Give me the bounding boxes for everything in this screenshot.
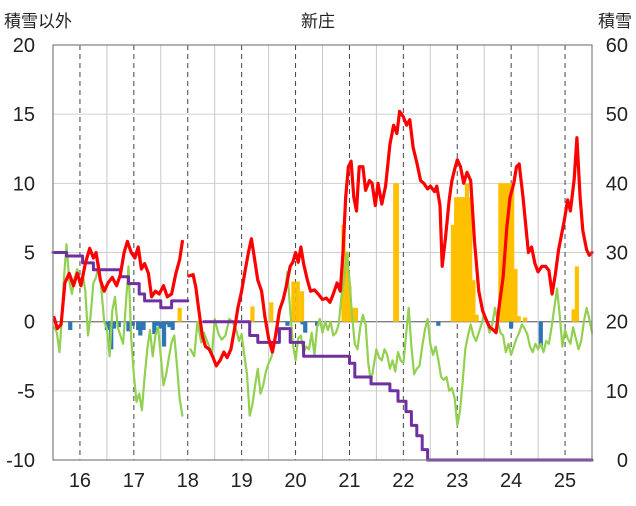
bar [459, 197, 464, 322]
x-tick-label: 25 [554, 470, 576, 492]
series-line [187, 109, 594, 368]
bar [161, 321, 167, 347]
bar [468, 197, 473, 322]
plot-frame [52, 44, 593, 461]
x-tick-label: 19 [231, 470, 253, 492]
bar [167, 321, 172, 328]
y-tick-label-left: 0 [24, 312, 35, 334]
bar [523, 317, 528, 322]
bar [269, 302, 274, 322]
bar [299, 291, 305, 322]
bar [454, 197, 459, 322]
y-tick-label-left: 15 [13, 104, 35, 126]
bar [138, 321, 143, 336]
left-axis-title: 積雪以外 [4, 12, 72, 31]
x-tick-label: 18 [177, 470, 199, 492]
y-tick-label-right: 30 [606, 243, 628, 265]
y-tick-label-left: 5 [24, 243, 35, 265]
series-line [51, 251, 190, 310]
bar [291, 281, 296, 322]
y-tick-label-left: -10 [6, 450, 35, 472]
bar [295, 281, 300, 322]
bar [164, 321, 169, 325]
series-line [202, 320, 594, 462]
bar [303, 321, 308, 333]
bar [498, 183, 503, 322]
y-tick-label-right: 50 [606, 104, 628, 126]
series-line [189, 251, 594, 427]
x-tick-label: 22 [392, 470, 414, 492]
bar [141, 321, 146, 330]
series-line [52, 239, 184, 331]
y-tick-label-left: -5 [17, 381, 35, 403]
grid [53, 44, 592, 461]
chart-title: 新庄 [301, 12, 335, 31]
x-tick-label: 20 [284, 470, 306, 492]
bar [574, 266, 580, 322]
bar [155, 321, 160, 326]
bar [506, 183, 512, 322]
bar [344, 252, 349, 322]
bar [474, 314, 479, 322]
bar [170, 321, 175, 330]
bar [510, 183, 515, 322]
y-tick-label-right: 10 [606, 381, 628, 403]
bar [158, 321, 163, 329]
bar [285, 321, 290, 326]
x-tick-label: 24 [500, 470, 522, 492]
bar [509, 321, 514, 329]
bar [250, 306, 255, 322]
bar [436, 321, 441, 326]
line-series [51, 109, 594, 462]
bar [461, 197, 466, 322]
y-tick-label-left: 20 [13, 35, 35, 57]
bar [130, 321, 135, 326]
right-axis-title: 積雪 [598, 12, 632, 31]
x-tick-label: 23 [446, 470, 468, 492]
bar [341, 224, 346, 322]
bar [177, 307, 182, 322]
bar [347, 285, 352, 322]
bar [464, 183, 470, 322]
bar [516, 316, 521, 322]
bar [300, 321, 305, 325]
bar [571, 309, 576, 322]
y-tick-label-right: 0 [617, 450, 628, 472]
y-tick-label-right: 20 [606, 312, 628, 334]
x-tick-label: 16 [69, 470, 91, 492]
bar [152, 321, 157, 335]
bar [457, 197, 462, 322]
bar [353, 307, 359, 322]
axis-labels: -10 -5 0 5 10 15 20 0 10 20 30 40 50 60 16 17 18 19 20 21 22… [6, 35, 628, 492]
bar [394, 183, 399, 322]
bar [136, 321, 141, 330]
y-tick-label-right: 40 [606, 173, 628, 195]
bar [126, 321, 131, 332]
y-tick-label-left: 10 [13, 173, 35, 195]
bar [513, 269, 518, 322]
x-tick-label: 21 [338, 470, 360, 492]
bar [471, 280, 476, 322]
x-tick-label: 17 [123, 470, 145, 492]
bar [450, 224, 456, 322]
y-tick-label-right: 60 [606, 35, 628, 57]
bar [116, 321, 121, 328]
bar [538, 321, 543, 347]
bar [111, 321, 117, 329]
bar [68, 321, 73, 330]
